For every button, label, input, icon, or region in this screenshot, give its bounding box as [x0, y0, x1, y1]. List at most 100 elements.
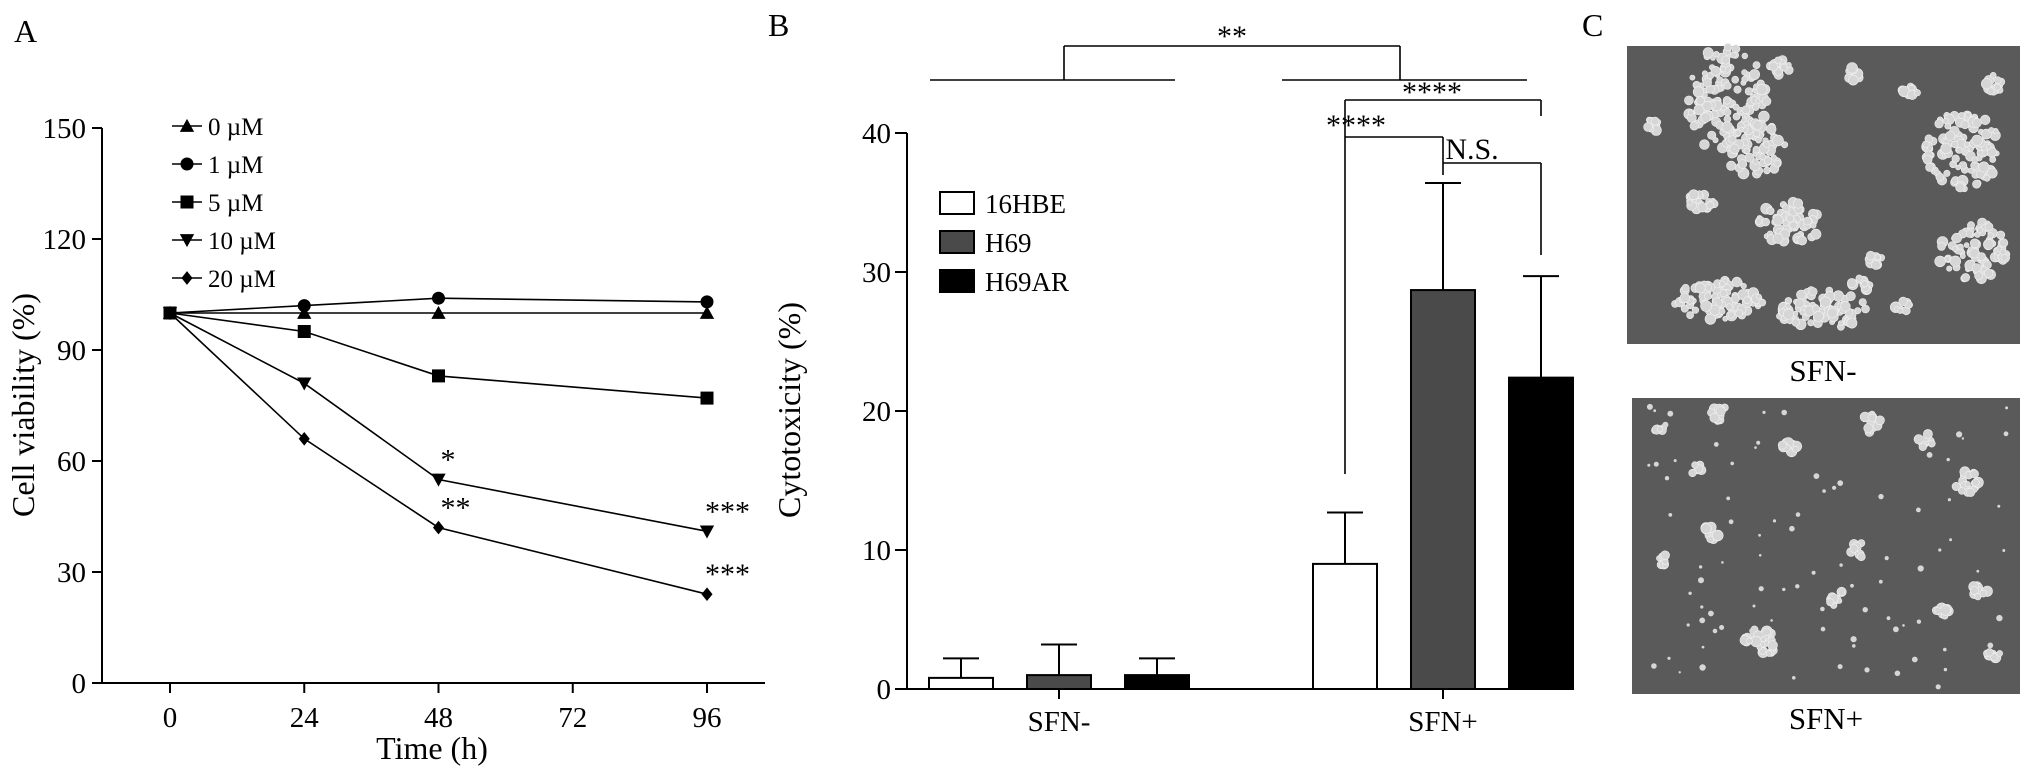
cell [1719, 289, 1728, 298]
cell [1706, 201, 1715, 210]
cell [1729, 143, 1740, 155]
cell [1762, 410, 1766, 414]
cell [1744, 152, 1755, 163]
cell [1935, 684, 1941, 690]
cell [1978, 161, 1990, 173]
panel-a-y-ticks: 0 30 60 90 120 150 [43, 113, 102, 700]
cell [1986, 87, 1995, 96]
cell [1795, 584, 1800, 589]
cell [1722, 96, 1732, 105]
cell [1673, 459, 1677, 463]
data-point-1-um [297, 299, 311, 313]
data-point-10-um [699, 525, 715, 539]
cell [1653, 409, 1657, 413]
cell [1718, 307, 1726, 315]
cell [1782, 204, 1791, 213]
cell [1845, 291, 1856, 302]
cell [1719, 280, 1726, 287]
cell [1987, 642, 1994, 649]
cell [1960, 120, 1970, 130]
cell [1955, 164, 1961, 171]
data-point-0-um [431, 305, 446, 319]
panel-a-x-ticks: 0 24 48 72 96 [163, 683, 722, 734]
cell [1943, 647, 1947, 652]
cell [1864, 667, 1870, 673]
panel-b-significance: **********N.S. [930, 20, 1542, 474]
panel-b-y-axis-title: Cytotoxicity (%) [771, 302, 807, 518]
cell [1782, 308, 1795, 320]
cell [1765, 123, 1777, 135]
panel-label-a: A [14, 13, 37, 49]
cell [1713, 442, 1719, 447]
cell [1656, 425, 1664, 433]
series-line-10-um [169, 312, 708, 533]
legend-marker-1-um [180, 157, 194, 171]
cell [1934, 119, 1944, 129]
cell [1999, 238, 2009, 248]
cell [1967, 221, 1975, 230]
cell [1996, 614, 2003, 622]
cell [1857, 552, 1866, 562]
panel-b-category-label: SFN- [1028, 706, 1091, 738]
cell [1700, 300, 1712, 312]
cell [1746, 637, 1753, 645]
cell [1704, 283, 1713, 292]
data-point-0-um [699, 305, 715, 319]
cell [1795, 512, 1801, 517]
bar-group-sfn-16hbe [928, 657, 994, 691]
panel-a-y-tick-label: 60 [57, 446, 86, 478]
cell [1874, 254, 1881, 261]
cell [1686, 311, 1694, 319]
bar-group-sfn-h69 [1410, 182, 1476, 690]
cell [1702, 47, 1714, 59]
cell [1651, 663, 1657, 669]
cell [1811, 570, 1816, 575]
cell [1728, 135, 1737, 144]
cell [1996, 230, 2006, 240]
cell [1756, 440, 1761, 445]
cell [1760, 636, 1767, 643]
cell [1688, 468, 1697, 478]
bar-sfn-16hbe [928, 676, 994, 691]
data-point-10-um [431, 473, 446, 487]
cell [1691, 306, 1699, 314]
cell [1721, 55, 1731, 65]
cell [1911, 656, 1918, 663]
cell [1983, 174, 1991, 182]
cell [1971, 478, 1980, 487]
cell [1810, 222, 1817, 229]
cell [1752, 129, 1761, 138]
cell [1726, 160, 1737, 171]
cell [1861, 280, 1869, 288]
cell [1999, 248, 2007, 256]
bar-group-sfn-h69 [1026, 643, 1092, 690]
data-point-1-um [700, 295, 714, 309]
panel-a-y-tick-label: 0 [72, 668, 87, 700]
cell [1667, 656, 1671, 660]
series-line-5-um [169, 312, 708, 399]
cell [1966, 487, 1976, 497]
cell [1763, 166, 1771, 175]
cell [1679, 292, 1691, 304]
cell [1756, 293, 1762, 300]
cell [1826, 598, 1834, 607]
cell [1820, 606, 1825, 612]
data-point-1-um [432, 291, 445, 305]
micrograph-caption-sfn-minus: SFN- [1789, 353, 1856, 388]
cell [1987, 232, 1994, 239]
panel-b-y-tick-label: 40 [862, 118, 891, 150]
cell [1949, 538, 1953, 542]
cell [1701, 645, 1705, 649]
cell [1922, 154, 1933, 165]
cell [1990, 653, 1999, 662]
cell [1926, 452, 1933, 458]
cell [1820, 626, 1826, 632]
cell [1755, 218, 1762, 225]
cell [1686, 199, 1693, 206]
cell [1971, 156, 1979, 164]
cell [1865, 250, 1876, 261]
cell [1743, 120, 1750, 127]
cell [1698, 565, 1703, 569]
cell [1963, 242, 1970, 248]
